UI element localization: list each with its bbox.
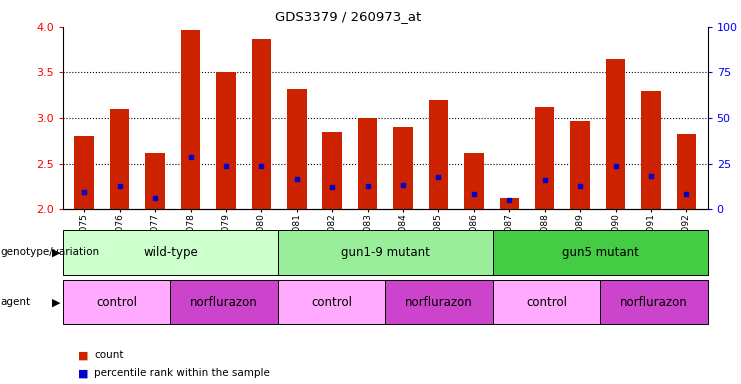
Text: control: control — [96, 296, 137, 309]
Text: norflurazon: norflurazon — [620, 296, 688, 309]
Text: ▶: ▶ — [53, 297, 61, 308]
Bar — [181, 30, 200, 209]
Bar — [429, 100, 448, 209]
Text: ■: ■ — [78, 368, 88, 378]
Bar — [63, 280, 170, 324]
Bar — [641, 91, 661, 209]
Text: percentile rank within the sample: percentile rank within the sample — [94, 368, 270, 378]
Bar — [287, 89, 307, 209]
Bar — [600, 280, 708, 324]
Bar — [322, 132, 342, 209]
Text: gun1-9 mutant: gun1-9 mutant — [341, 246, 430, 259]
Bar — [677, 134, 696, 209]
Text: GDS3379 / 260973_at: GDS3379 / 260973_at — [275, 10, 422, 23]
Text: genotype/variation: genotype/variation — [0, 247, 99, 258]
Bar — [464, 153, 484, 209]
Text: wild-type: wild-type — [143, 246, 198, 259]
Text: norflurazon: norflurazon — [190, 296, 258, 309]
Bar — [110, 109, 130, 209]
Bar — [571, 121, 590, 209]
Text: agent: agent — [0, 297, 30, 308]
Bar — [499, 199, 519, 209]
Bar — [606, 59, 625, 209]
Bar — [278, 230, 493, 275]
Bar — [75, 136, 94, 209]
Bar — [216, 73, 236, 209]
Bar — [535, 107, 554, 209]
Bar — [393, 127, 413, 209]
Text: norflurazon: norflurazon — [405, 296, 473, 309]
Bar — [385, 280, 493, 324]
Text: ■: ■ — [78, 350, 88, 360]
Text: ▶: ▶ — [53, 247, 61, 258]
Text: control: control — [526, 296, 567, 309]
Bar — [278, 280, 385, 324]
Bar — [493, 230, 708, 275]
Bar — [252, 39, 271, 209]
Text: gun5 mutant: gun5 mutant — [562, 246, 639, 259]
Text: control: control — [311, 296, 352, 309]
Bar — [170, 280, 278, 324]
Bar — [145, 153, 165, 209]
Text: count: count — [94, 350, 124, 360]
Bar — [63, 230, 278, 275]
Bar — [493, 280, 600, 324]
Bar — [358, 118, 377, 209]
